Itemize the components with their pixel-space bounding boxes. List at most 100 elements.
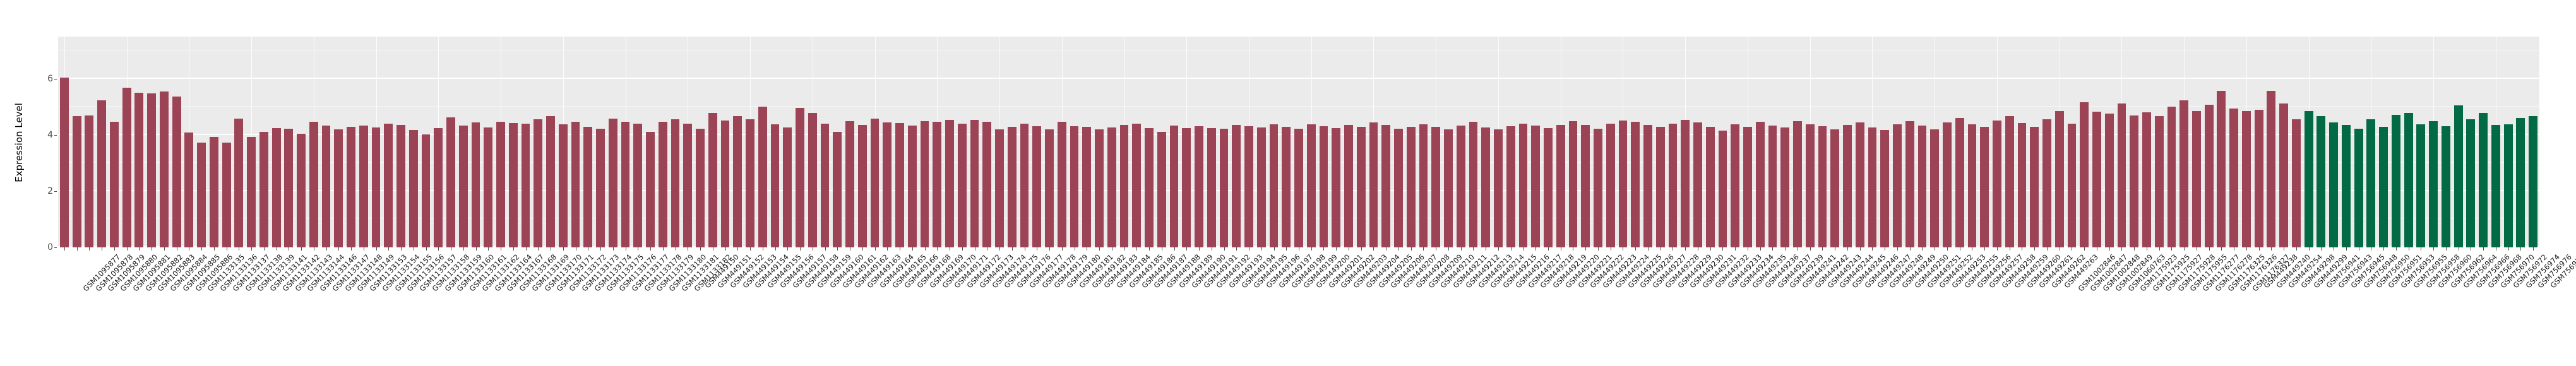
x-tick-mark bbox=[388, 247, 390, 251]
x-tick-mark bbox=[750, 247, 751, 251]
x-tick-mark bbox=[1373, 247, 1374, 251]
x-tick-mark bbox=[1535, 247, 1537, 251]
x-tick-mark bbox=[426, 247, 427, 251]
x-tick-mark bbox=[2296, 247, 2297, 251]
x-tick-mark bbox=[401, 247, 402, 251]
y-axis-title-text: Expression Level bbox=[13, 103, 25, 182]
bar bbox=[2217, 91, 2226, 247]
y-tick-label: 6 bbox=[47, 73, 53, 84]
bar bbox=[284, 128, 294, 247]
bar bbox=[1494, 129, 1503, 247]
x-tick-mark bbox=[1909, 247, 1911, 251]
bar bbox=[1681, 120, 1690, 247]
bar bbox=[1294, 128, 1303, 247]
bar bbox=[646, 131, 655, 247]
x-tick-mark bbox=[999, 247, 1001, 251]
bar bbox=[1768, 125, 1777, 247]
bar bbox=[1805, 124, 1815, 247]
bar bbox=[1868, 127, 1877, 247]
bar bbox=[1780, 127, 1790, 247]
bar bbox=[957, 123, 967, 247]
bar bbox=[1818, 126, 1827, 247]
bar bbox=[2191, 111, 2201, 247]
bar bbox=[758, 107, 767, 247]
x-tick-mark bbox=[126, 247, 128, 251]
x-tick-mark bbox=[800, 247, 801, 251]
x-tick-mark bbox=[326, 247, 327, 251]
x-tick-mark bbox=[2159, 247, 2160, 251]
x-tick-mark bbox=[1473, 247, 1474, 251]
x-tick-mark bbox=[1061, 247, 1063, 251]
bar bbox=[1282, 126, 1291, 247]
bar bbox=[2529, 116, 2538, 247]
bar bbox=[2080, 102, 2089, 247]
x-tick-mark bbox=[887, 247, 888, 251]
x-tick-mark bbox=[2533, 247, 2534, 251]
bar bbox=[484, 127, 493, 247]
bar bbox=[1219, 129, 1229, 247]
x-tick-mark bbox=[2433, 247, 2435, 251]
x-tick-mark bbox=[1847, 247, 1848, 251]
bar bbox=[1195, 126, 1203, 247]
x-tick-mark bbox=[1224, 247, 1225, 251]
bar bbox=[1269, 124, 1279, 247]
x-tick-mark bbox=[874, 247, 876, 251]
bar bbox=[2466, 119, 2476, 247]
x-tick-mark bbox=[76, 247, 78, 251]
bar bbox=[2379, 126, 2388, 247]
bar bbox=[2479, 113, 2488, 247]
bar bbox=[59, 78, 69, 247]
bar bbox=[870, 119, 880, 247]
x-tick-mark bbox=[2171, 247, 2173, 251]
x-tick-mark bbox=[1311, 247, 1312, 251]
bar bbox=[247, 137, 256, 247]
bar bbox=[1668, 124, 1678, 247]
y-tick-mark bbox=[54, 191, 57, 192]
bar bbox=[1119, 124, 1129, 247]
x-tick-mark bbox=[1398, 247, 1399, 251]
bar bbox=[1556, 125, 1565, 247]
bar bbox=[583, 126, 593, 247]
bar bbox=[933, 121, 942, 247]
bar bbox=[2441, 126, 2450, 247]
x-tick-mark bbox=[2034, 247, 2036, 251]
bar bbox=[1618, 120, 1628, 247]
x-tick-mark bbox=[1149, 247, 1150, 251]
bar bbox=[1169, 126, 1179, 247]
x-tick-mark bbox=[1498, 247, 1499, 251]
bar bbox=[1020, 123, 1029, 247]
bar bbox=[521, 124, 530, 247]
bar bbox=[85, 115, 94, 247]
bar bbox=[658, 122, 667, 247]
bar bbox=[458, 126, 468, 247]
bar bbox=[970, 119, 979, 247]
bar bbox=[1157, 132, 1166, 247]
x-tick-mark bbox=[213, 247, 215, 251]
y-tick-label: 4 bbox=[47, 129, 53, 140]
x-tick-mark bbox=[1523, 247, 1524, 251]
bar bbox=[696, 128, 705, 247]
bar bbox=[1893, 124, 1902, 247]
bar bbox=[222, 143, 231, 247]
bar bbox=[1855, 122, 1864, 247]
x-tick-mark bbox=[2483, 247, 2484, 251]
x-tick-mark bbox=[1810, 247, 1811, 251]
y-tick-mark bbox=[54, 134, 57, 136]
bar bbox=[197, 143, 206, 247]
x-tick-mark bbox=[1323, 247, 1325, 251]
bar bbox=[2454, 105, 2463, 247]
x-tick-mark bbox=[2046, 247, 2048, 251]
x-tick-mark bbox=[1897, 247, 1898, 251]
x-tick-mark bbox=[1647, 247, 1649, 251]
bar bbox=[1568, 121, 1578, 247]
y-axis-title: Expression Level bbox=[11, 38, 27, 247]
x-tick-mark bbox=[164, 247, 165, 251]
x-tick-mark bbox=[351, 247, 352, 251]
bar bbox=[1655, 127, 1665, 247]
bar bbox=[2117, 103, 2126, 247]
bar bbox=[621, 122, 630, 247]
bar bbox=[297, 134, 306, 247]
bar bbox=[259, 131, 268, 247]
x-tick-mark bbox=[1685, 247, 1686, 251]
bar bbox=[2179, 100, 2189, 247]
